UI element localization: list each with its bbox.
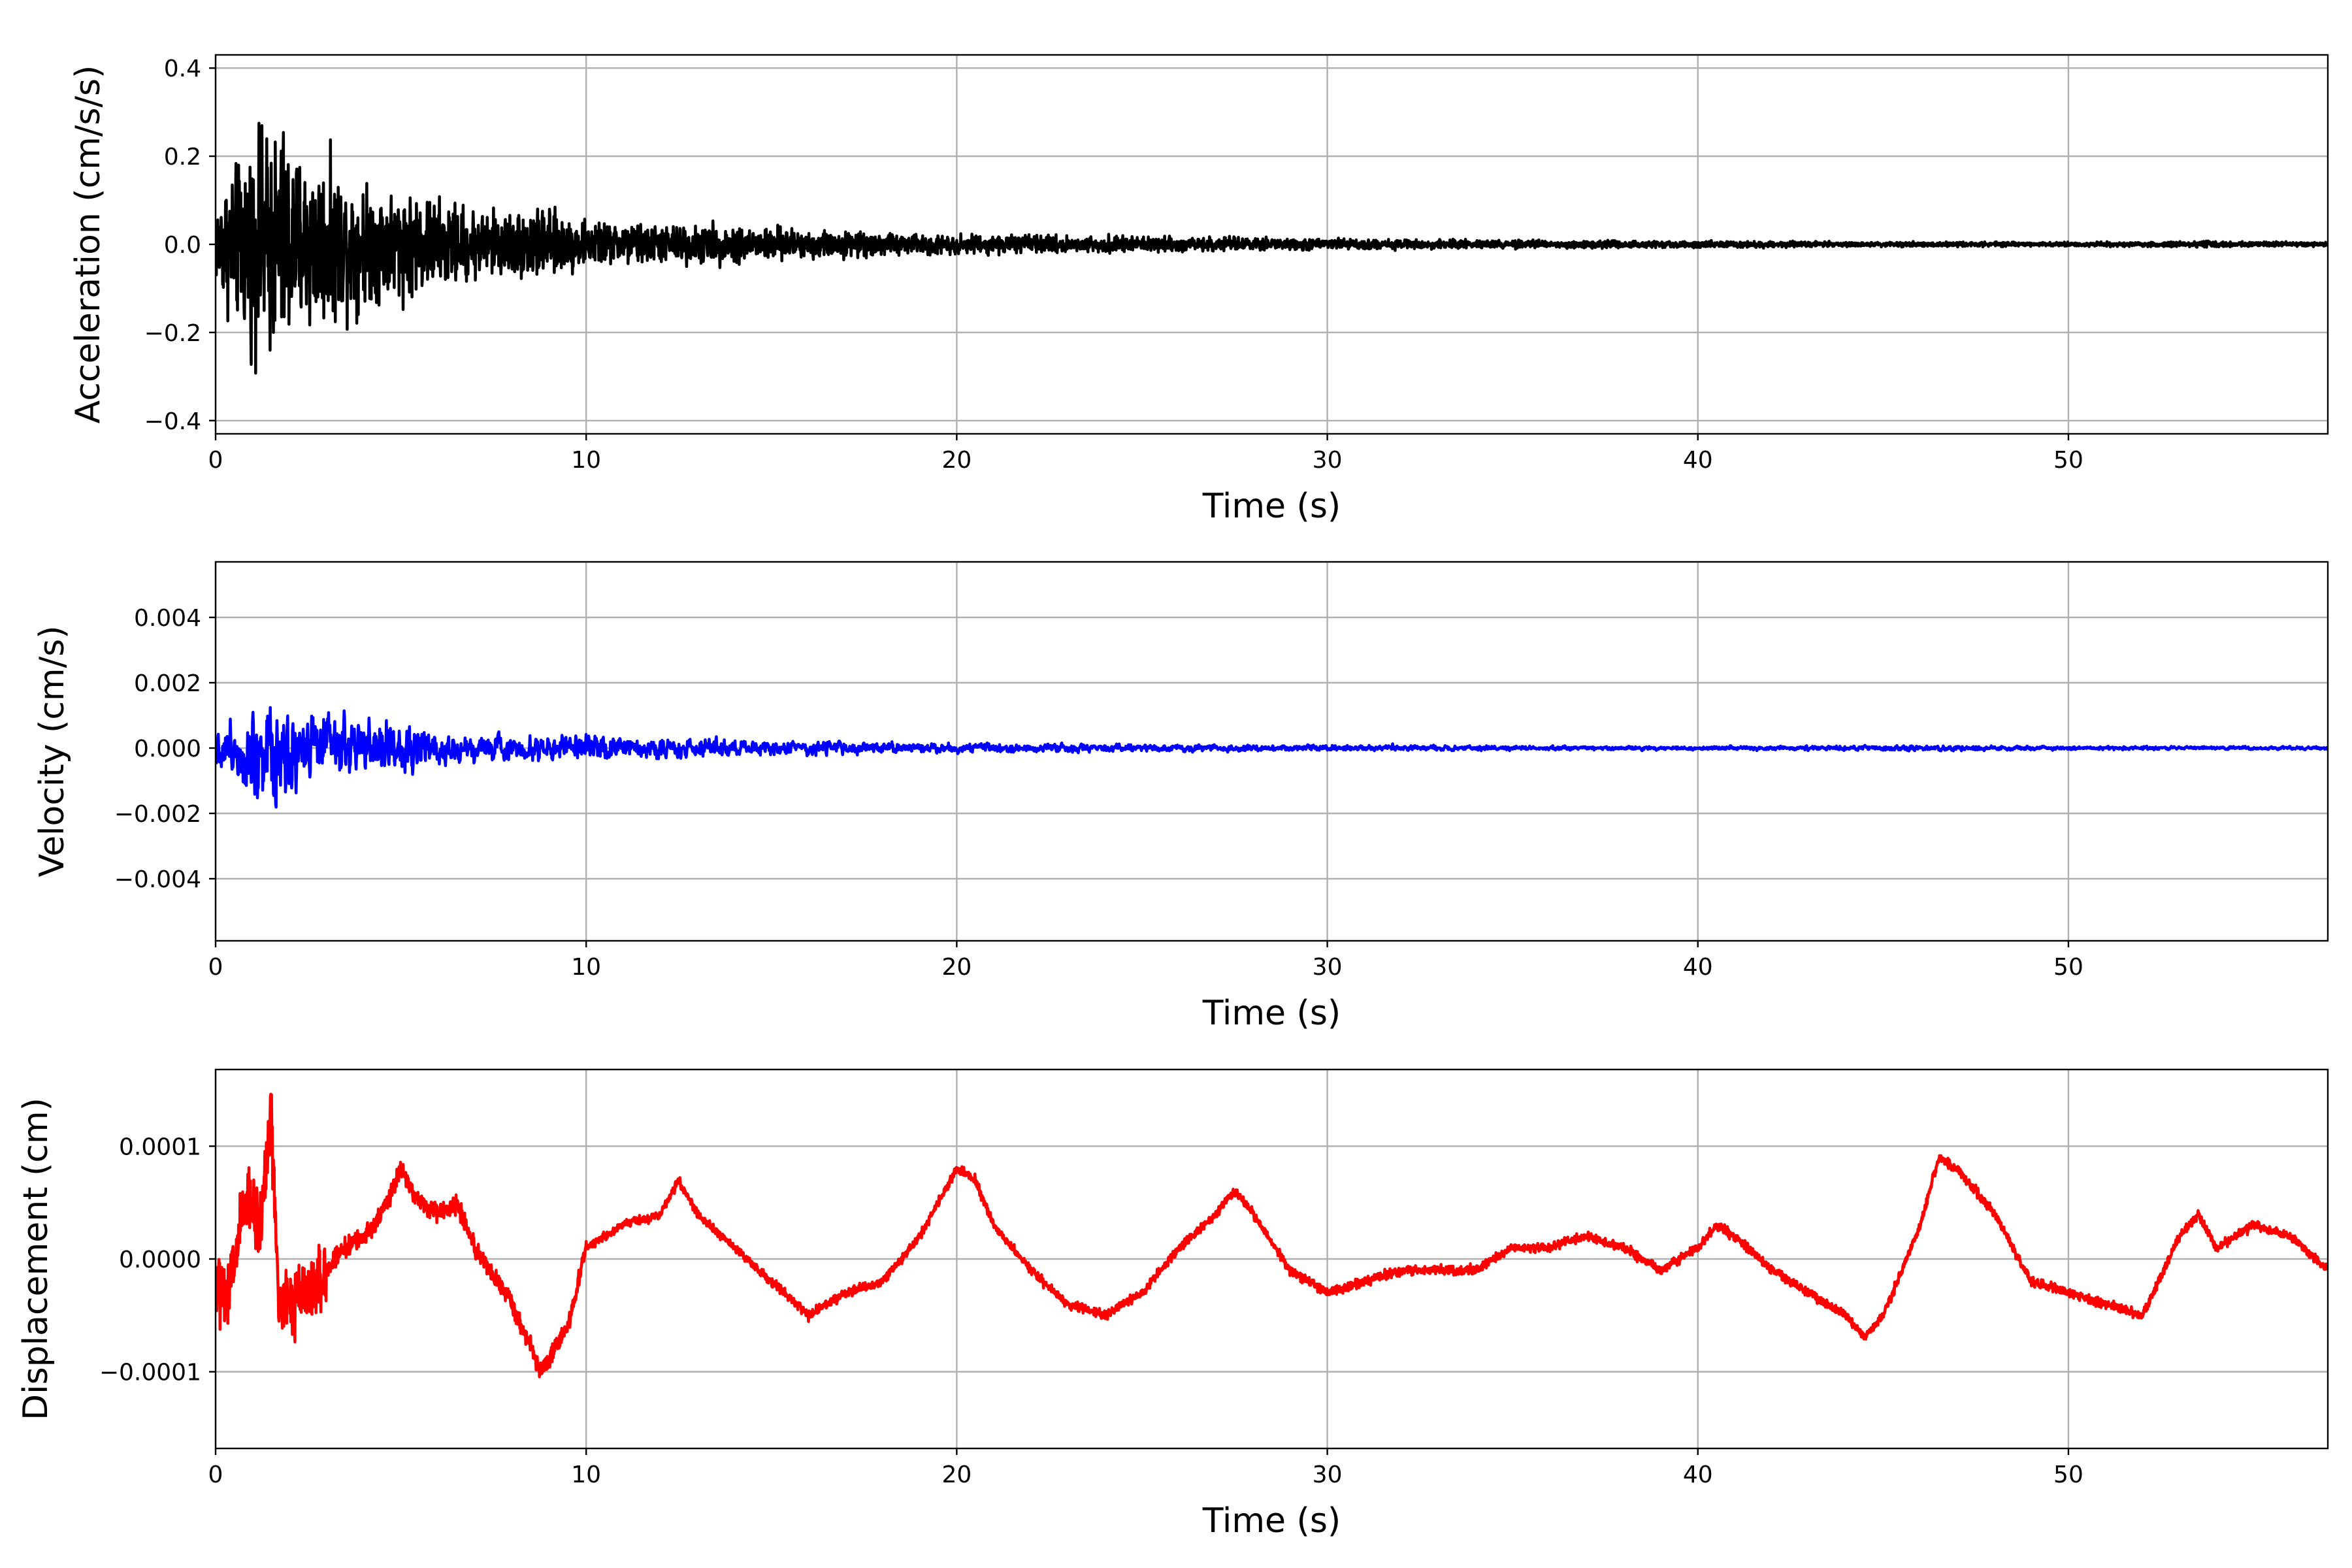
x-tick-label: 50 [2053,954,2083,981]
y-tick-label: 0.2 [164,144,201,171]
x-axis-label: Time (s) [1202,487,1341,526]
y-tick-label: −0.2 [144,320,201,347]
x-tick-label: 0 [208,447,223,474]
y-tick-label: −0.002 [114,801,201,828]
x-tick-label: 20 [941,954,972,981]
x-tick-label: 40 [1683,447,1713,474]
series-line [216,122,2328,375]
y-tick-label: −0.0001 [99,1360,201,1386]
series-line [216,1092,2328,1379]
y-tick-label: −0.004 [114,866,201,893]
y-tick-label: 0.000 [134,736,201,762]
x-tick-label: 0 [208,1462,223,1488]
x-tick-label: 50 [2053,1462,2083,1488]
plot-frame [214,561,2329,942]
panel-3: 0 10 20 30 40 50 −0.0001 0.0000 0.0001 Time (s) Di… [16,1068,2329,1541]
x-tick-label: 30 [1313,954,1343,981]
y-axis-label: Velocity (cm/s) [33,626,72,877]
y-tick-label: 0.0001 [119,1134,201,1160]
x-tick-label: 10 [571,954,601,981]
y-tick-label: 0.0 [164,232,201,259]
y-tick-label: 0.002 [134,670,201,697]
x-tick-label: 0 [208,954,223,981]
x-tick-label: 10 [571,1462,601,1488]
y-axis-label: Acceleration (cm/s/s) [69,65,108,424]
y-tick-label: −0.4 [144,408,201,435]
x-tick-label: 20 [941,447,972,474]
x-tick-label: 30 [1313,447,1343,474]
panel-2: 0 10 20 30 40 50 −0.004 −0.002 0.000 0.002 0.004 Ti… [33,561,2329,1033]
x-tick-label: 50 [2053,447,2083,474]
y-tick-label: 0.004 [134,605,201,632]
series-line [216,706,2328,809]
x-tick-label: 20 [941,1462,972,1488]
y-tick-label: 0.0000 [119,1247,201,1273]
x-tick-label: 40 [1683,954,1713,981]
x-axis-label: Time (s) [1202,994,1341,1033]
y-tick-label: 0.4 [164,56,201,82]
panel-1: 0 10 20 30 40 50 −0.4 −0.2 0.0 0.2 0.4 Time (s) Acce… [69,54,2329,526]
x-tick-label: 30 [1313,1462,1343,1488]
x-tick-label: 40 [1683,1462,1713,1488]
x-tick-label: 10 [571,447,601,474]
y-axis-label: Displacement (cm) [16,1098,56,1420]
x-axis-label: Time (s) [1202,1501,1341,1541]
